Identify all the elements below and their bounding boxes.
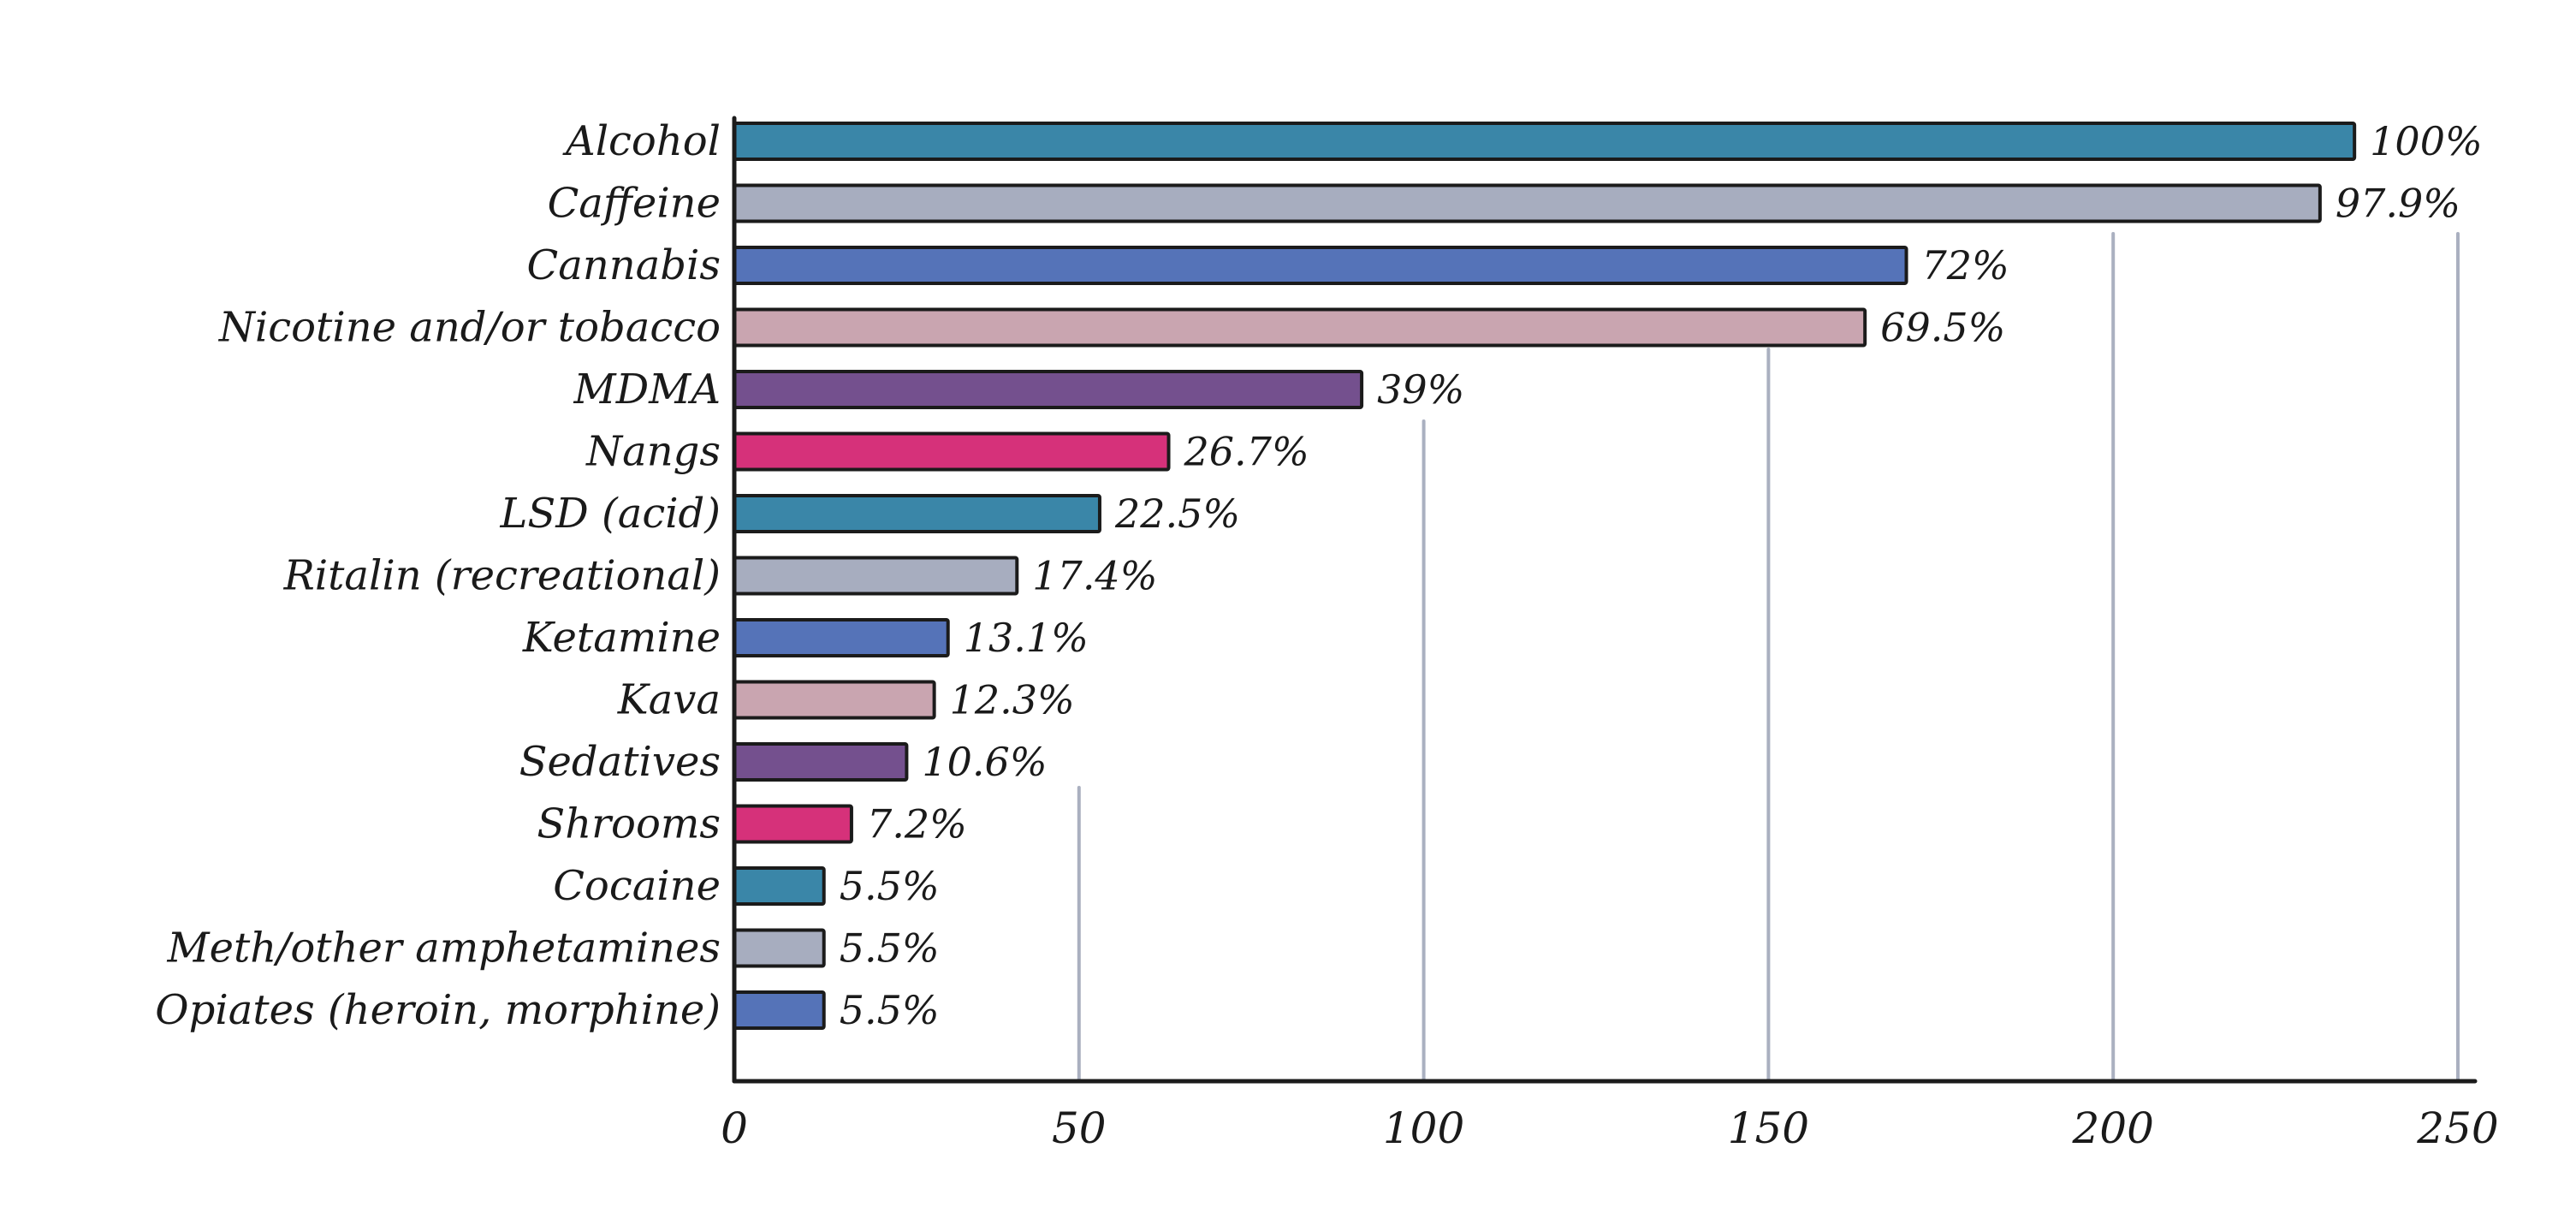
bar — [733, 928, 826, 968]
bar — [733, 370, 1364, 409]
category-label: Caffeine — [548, 180, 721, 228]
bar — [733, 680, 936, 720]
category-label: Nangs — [585, 428, 721, 476]
data-label: 10.6% — [922, 739, 1047, 785]
data-label: 5.5% — [840, 987, 940, 1033]
x-tick-label: 150 — [1728, 1103, 1809, 1153]
data-label: 7.2% — [867, 801, 967, 847]
category-label: Alcohol — [562, 117, 721, 165]
bar — [733, 494, 1101, 533]
bar — [733, 246, 1908, 285]
data-label: 5.5% — [840, 925, 940, 972]
x-tick-label: 100 — [1383, 1103, 1464, 1153]
category-label: Cannabis — [527, 241, 721, 289]
data-label: 22.5% — [1114, 491, 1240, 537]
category-label: MDMA — [573, 366, 721, 413]
bar — [733, 307, 1867, 348]
data-label: 97.9% — [2336, 181, 2460, 227]
category-label: Shrooms — [537, 800, 721, 848]
x-tick-label: 200 — [2071, 1103, 2153, 1153]
data-label: 100% — [2370, 118, 2483, 164]
category-label: Ketamine — [522, 614, 721, 662]
data-label: 5.5% — [840, 863, 940, 909]
bar — [733, 866, 826, 906]
category-label: Nicotine and/or tobacco — [218, 304, 721, 352]
category-label: LSD (acid) — [499, 490, 721, 538]
x-tick-label: 250 — [2416, 1103, 2498, 1153]
data-label: 69.5% — [1880, 305, 2005, 351]
data-label: 17.4% — [1032, 553, 1157, 599]
data-label: 72% — [1922, 242, 2009, 288]
bar — [733, 618, 950, 657]
bar — [733, 183, 2322, 223]
category-label: Ritalin (recreational) — [283, 552, 721, 600]
bar — [733, 122, 2357, 161]
category-label: Opiates (heroin, morphine) — [155, 986, 721, 1034]
data-label: 26.7% — [1184, 429, 1309, 475]
bar — [733, 556, 1019, 596]
category-label: Kava — [617, 676, 721, 724]
category-label: Meth/other amphetamines — [166, 925, 721, 972]
bar — [733, 742, 909, 782]
x-tick-label: 50 — [1052, 1103, 1107, 1153]
data-label: 12.3% — [950, 677, 1075, 723]
data-label: 39% — [1377, 366, 1464, 413]
bar — [733, 431, 1171, 472]
category-label: Sedatives — [519, 738, 721, 786]
category-label: Cocaine — [553, 862, 721, 910]
bar — [733, 990, 826, 1030]
bar — [733, 804, 853, 844]
x-tick-label: 0 — [721, 1103, 748, 1153]
data-label: 13.1% — [964, 615, 1089, 661]
